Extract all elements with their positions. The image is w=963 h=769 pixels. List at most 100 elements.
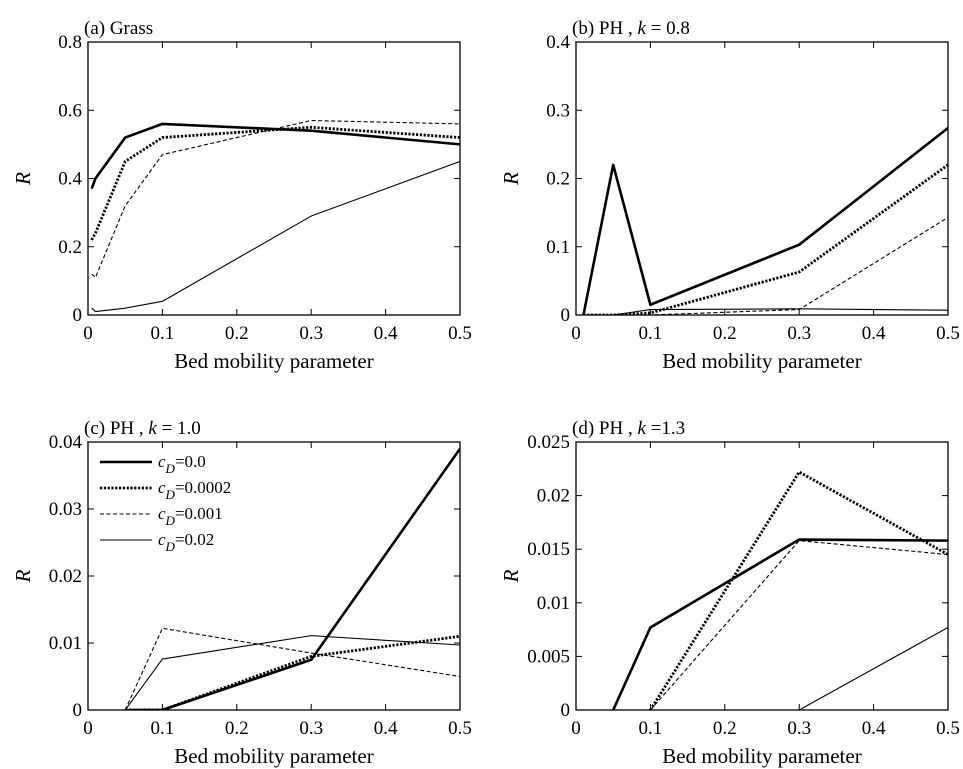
y-tick-label: 0.02 xyxy=(49,566,82,587)
y-axis-label: R xyxy=(11,569,35,583)
series-line-thin-dashed xyxy=(91,119,460,279)
x-axis-label: Bed mobility parameter xyxy=(174,744,373,768)
legend-subscript: D xyxy=(165,513,176,528)
y-tick-label: 0.2 xyxy=(546,169,570,190)
y-tick-label: 0.015 xyxy=(527,539,570,560)
panel-title-part: (b) PH , xyxy=(572,18,637,39)
x-tick-label: 0.1 xyxy=(639,718,663,739)
x-axis-label: Bed mobility parameter xyxy=(174,349,373,373)
x-tick-label: 0.4 xyxy=(374,323,398,344)
x-tick-label: 0.1 xyxy=(151,718,175,739)
legend-c: c xyxy=(158,478,166,497)
x-tick-label: 0.2 xyxy=(713,718,737,739)
y-tick-label: 0.01 xyxy=(537,593,570,614)
series-line-thick-dotted xyxy=(649,470,948,710)
legend-subscript: D xyxy=(165,539,176,554)
legend-subscript: D xyxy=(165,461,176,476)
panel-title: (c) PH , k = 1.0 xyxy=(84,418,201,439)
panel-title-part: k xyxy=(148,418,157,439)
y-tick-label: 0 xyxy=(561,700,571,721)
series-line-thin-dashed xyxy=(124,627,460,710)
y-tick-label: 0.025 xyxy=(527,432,570,453)
legend-subscript: D xyxy=(165,487,176,502)
x-tick-label: 0.2 xyxy=(713,323,737,344)
x-axis-label: Bed mobility parameter xyxy=(662,349,861,373)
y-axis-label: R xyxy=(11,172,35,186)
series-line-thick-solid xyxy=(612,538,948,710)
y-tick-label: 0.3 xyxy=(546,100,570,121)
x-tick-label: 0.3 xyxy=(787,718,811,739)
legend-c: c xyxy=(158,530,166,549)
x-tick-label: 0.2 xyxy=(225,718,249,739)
series-line-thin-dashed xyxy=(649,540,948,710)
series-group xyxy=(90,119,460,313)
x-tick-label: 0.3 xyxy=(299,718,323,739)
legend-label: cD=0.0002 xyxy=(158,478,231,502)
y-tick-label: 0.4 xyxy=(546,32,570,53)
y-tick-label: 0.4 xyxy=(58,169,82,190)
x-tick-label: 0.3 xyxy=(299,323,323,344)
axes-box xyxy=(575,441,949,711)
y-tick-label: 0 xyxy=(73,305,83,326)
legend-c: c xyxy=(158,452,166,471)
y-tick-label: 0.005 xyxy=(527,646,570,667)
panel-title-part: =1.3 xyxy=(646,418,685,439)
legend-value: =0.02 xyxy=(175,530,214,549)
x-tick-label: 0.5 xyxy=(448,323,472,344)
legend-label: cD=0.001 xyxy=(158,504,223,528)
series-line-thick-dotted xyxy=(125,634,460,710)
panel-title-part: (d) PH , xyxy=(572,418,637,439)
y-tick-label: 0.8 xyxy=(58,32,82,53)
x-tick-label: 0.5 xyxy=(936,323,960,344)
chart-panel-3: 0 0.1 0.2 0.3 0.4 0.5 0 0.01 0.02 0.03 0.04 Bed mob… xyxy=(11,418,472,768)
x-tick-label: 0 xyxy=(571,323,581,344)
panel-title: (d) PH , k =1.3 xyxy=(572,418,685,439)
chart-panel-1: 0 0.1 0.2 0.3 0.4 0.5 0 0.2 0.4 0.6 0.8 Bed mobilit… xyxy=(11,18,472,373)
series-line-thin-solid xyxy=(91,160,460,313)
x-tick-label: 0.1 xyxy=(151,323,175,344)
panel-title-part: k xyxy=(637,18,646,39)
legend-label: cD=0.0 xyxy=(158,452,206,476)
x-tick-label: 0 xyxy=(83,323,93,344)
x-axis-label: Bed mobility parameter xyxy=(662,744,861,768)
series-line-thin-solid xyxy=(124,635,460,710)
y-tick-label: 0.01 xyxy=(49,633,82,654)
panel-title-part: k xyxy=(637,418,646,439)
x-tick-label: 0 xyxy=(83,718,93,739)
y-axis-label: R xyxy=(499,172,523,186)
axes-box xyxy=(87,41,461,316)
legend-label: cD=0.02 xyxy=(158,530,214,554)
x-tick-label: 0.2 xyxy=(225,323,249,344)
y-tick-label: 0.02 xyxy=(537,486,570,507)
chart-panel-4: 0 0.1 0.2 0.3 0.4 0.5 0 0.005 0.01 0.015 0.02 0.025… xyxy=(499,418,960,768)
panel-title-part: (c) PH , xyxy=(84,418,148,439)
series-line-thick-solid xyxy=(90,122,460,190)
x-tick-label: 0.4 xyxy=(374,718,398,739)
x-tick-label: 0.1 xyxy=(639,323,663,344)
y-tick-label: 0.04 xyxy=(49,432,83,453)
y-tick-label: 0.03 xyxy=(49,499,82,520)
legend-value: =0.0002 xyxy=(175,478,231,497)
y-tick-label: 0.1 xyxy=(546,237,570,258)
panel-title: (a) Grass xyxy=(84,18,153,39)
panel-title: (b) PH , k = 0.8 xyxy=(572,18,690,39)
x-tick-label: 0.3 xyxy=(787,323,811,344)
series-group xyxy=(124,447,460,710)
legend-value: =0.0 xyxy=(175,452,206,471)
legend-c: c xyxy=(158,504,166,523)
series-line-thick-solid xyxy=(125,447,460,710)
series-group xyxy=(612,470,948,710)
axes-box xyxy=(575,41,949,316)
y-tick-label: 0 xyxy=(73,700,83,721)
y-tick-label: 0 xyxy=(561,305,571,326)
y-tick-label: 0.2 xyxy=(58,237,82,258)
y-axis-label: R xyxy=(499,569,523,583)
series-line-thin-solid xyxy=(798,626,948,710)
panel-title-part: (a) Grass xyxy=(84,18,153,39)
series-group xyxy=(582,126,948,315)
x-tick-label: 0 xyxy=(571,718,581,739)
x-tick-label: 0.4 xyxy=(862,323,886,344)
